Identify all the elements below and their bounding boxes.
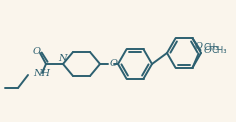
Text: CH₃: CH₃ (203, 43, 219, 52)
Text: O: O (110, 60, 118, 68)
Text: O: O (203, 46, 211, 55)
Text: NH: NH (33, 68, 50, 77)
Text: CH₃: CH₃ (211, 46, 227, 55)
Text: O: O (194, 42, 202, 51)
Text: N: N (58, 54, 66, 63)
Text: O: O (33, 47, 41, 56)
